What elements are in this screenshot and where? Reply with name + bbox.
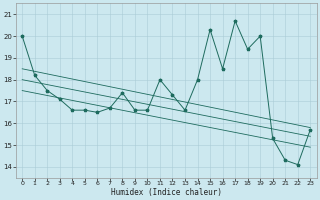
X-axis label: Humidex (Indice chaleur): Humidex (Indice chaleur) (111, 188, 222, 197)
